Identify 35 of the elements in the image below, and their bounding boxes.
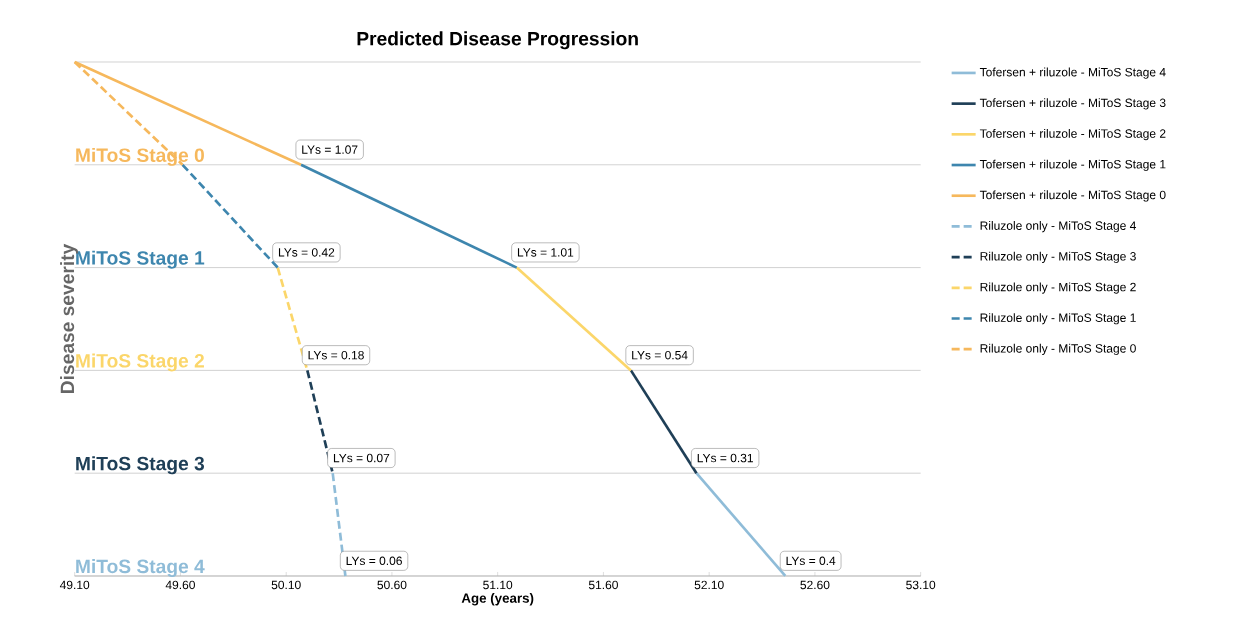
legend-label: Riluzole only - MiToS Stage 4 <box>980 221 1136 233</box>
annotation: LYs = 0.42 <box>278 248 335 257</box>
legend-label: Tofersen + riluzole - MiToS Stage 0 <box>979 190 1166 202</box>
annotation: LYs = 0.4 <box>786 556 836 566</box>
legend-label: Tofersen + riluzole - MiToS Stage 4 <box>979 67 1166 79</box>
legend-label: Riluzole only - MiToS Stage 3 <box>980 251 1136 263</box>
legend-label: Riluzole only - MiToS Stage 0 <box>980 343 1136 356</box>
x-tick-label: 51.10 <box>483 580 513 590</box>
legend-label: Tofersen + riluzole - MiToS Stage 3 <box>979 98 1166 110</box>
ref-line-label: MiToS Stage 0 <box>76 147 204 166</box>
annotation: LYs = 0.18 <box>308 350 364 360</box>
annotation: LYs = 1.07 <box>302 145 358 154</box>
ref-line-label: MiToS Stage 2 <box>76 353 204 372</box>
x-tick-label: 52.10 <box>694 580 724 590</box>
ref-line-label: MiToS Stage 1 <box>76 250 205 269</box>
legend-label: Tofersen + riluzole - MiToS Stage 1 <box>979 159 1166 171</box>
ref-line-label: MiToS Stage 4 <box>76 559 205 578</box>
x-tick-label: 53.10 <box>906 580 936 590</box>
annotation: LYs = 0.31 <box>697 453 753 463</box>
x-tick-label: 50.60 <box>377 580 407 590</box>
x-tick-label: 50.10 <box>271 580 301 590</box>
legend-label: Riluzole only - MiToS Stage 1 <box>980 313 1136 325</box>
annotation: LYs = 0.07 <box>333 453 390 463</box>
x-tick-label: 51.60 <box>588 580 618 590</box>
x-tick-label: 49.10 <box>59 580 90 590</box>
legend-label: Riluzole only - MiToS Stage 2 <box>980 282 1136 294</box>
annotation: LYs = 0.06 <box>346 556 402 566</box>
chart-title: Predicted Disease Progression <box>357 31 638 50</box>
x-tick-label: 49.60 <box>165 580 195 590</box>
x-axis-title: Age (years) <box>461 593 534 606</box>
annotation: LYs = 0.54 <box>632 350 688 360</box>
annotation: LYs = 1.01 <box>517 248 574 257</box>
ref-line-label: MiToS Stage 3 <box>76 456 205 475</box>
x-tick-label: 52.60 <box>800 580 830 590</box>
legend-label: Tofersen + riluzole - MiToS Stage 2 <box>979 128 1166 141</box>
